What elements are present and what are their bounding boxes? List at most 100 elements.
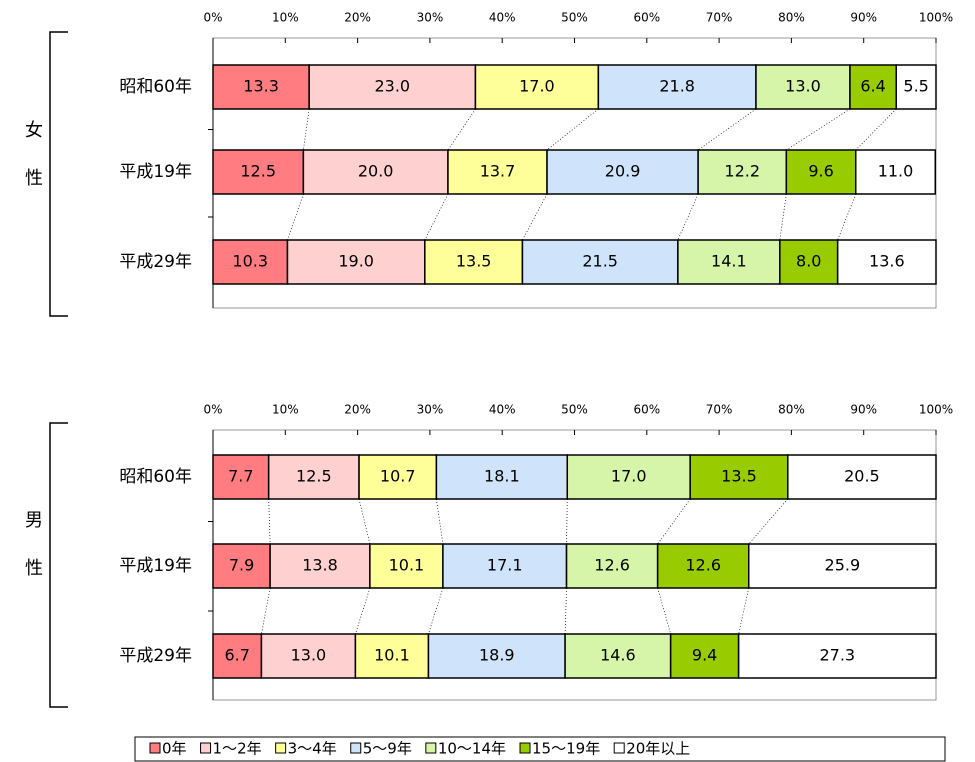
group-bracket bbox=[49, 422, 68, 708]
connector-line bbox=[677, 193, 699, 241]
bar-segment bbox=[260, 633, 357, 679]
bar-segment bbox=[286, 239, 426, 285]
category-label: 平成19年 bbox=[119, 556, 192, 576]
bar-segment bbox=[785, 149, 857, 195]
bar-segment bbox=[212, 454, 270, 500]
x-tick-label: 40% bbox=[489, 403, 516, 417]
connector-line bbox=[355, 587, 371, 635]
x-tick-label: 40% bbox=[489, 11, 516, 25]
connector-line bbox=[447, 108, 476, 151]
x-tick-label: 70% bbox=[706, 403, 733, 417]
value-label: 10.1 bbox=[389, 556, 425, 575]
bar-segment bbox=[669, 633, 740, 679]
connector-line bbox=[779, 193, 787, 241]
value-label: 8.0 bbox=[796, 252, 821, 271]
value-label: 21.5 bbox=[582, 252, 618, 271]
x-tick-label: 0% bbox=[203, 403, 222, 417]
legend-label: 15～19年 bbox=[532, 740, 600, 758]
value-label: 13.7 bbox=[480, 162, 516, 181]
connector-line bbox=[424, 193, 449, 241]
legend-label: 10～14年 bbox=[438, 740, 506, 758]
value-label: 20.0 bbox=[358, 162, 394, 181]
bar-segment bbox=[564, 633, 672, 679]
value-label: 9.4 bbox=[692, 646, 717, 665]
bar-segment bbox=[212, 239, 289, 285]
connector-line bbox=[268, 498, 271, 545]
x-tick-label: 90% bbox=[850, 11, 877, 25]
value-label: 10.1 bbox=[374, 646, 410, 665]
bar-segment bbox=[689, 454, 789, 500]
legend-swatch bbox=[425, 742, 437, 754]
category-label: 平成19年 bbox=[119, 162, 192, 182]
x-tick-label: 10% bbox=[272, 403, 299, 417]
x-tick-label: 80% bbox=[778, 403, 805, 417]
connector-line bbox=[566, 498, 568, 545]
x-tick-label: 100% bbox=[919, 403, 953, 417]
value-label: 13.5 bbox=[456, 252, 492, 271]
bar-segment bbox=[895, 64, 937, 110]
bar-segment bbox=[836, 239, 937, 285]
bar-segment bbox=[737, 633, 937, 679]
bar-segment bbox=[854, 149, 937, 195]
bar-segment bbox=[546, 149, 699, 195]
legend-swatch bbox=[149, 742, 161, 754]
bar-segment bbox=[369, 543, 444, 589]
connector-line bbox=[428, 587, 444, 635]
connector-line bbox=[837, 193, 857, 241]
bar-segment bbox=[656, 543, 750, 589]
value-label: 12.2 bbox=[724, 162, 760, 181]
value-label: 13.0 bbox=[785, 77, 821, 96]
value-label: 25.9 bbox=[825, 556, 861, 575]
x-tick-label: 30% bbox=[417, 403, 444, 417]
legend-swatch bbox=[350, 742, 362, 754]
connector-line bbox=[657, 587, 671, 635]
x-tick-label: 60% bbox=[633, 403, 660, 417]
legend-swatch bbox=[613, 742, 625, 754]
value-label: 12.6 bbox=[685, 556, 721, 575]
value-label: 12.6 bbox=[594, 556, 630, 575]
value-label: 20.9 bbox=[605, 162, 641, 181]
legend-label: 5～9年 bbox=[363, 740, 412, 758]
value-label: 6.7 bbox=[224, 646, 249, 665]
connector-line bbox=[786, 108, 851, 151]
group-label: 女性 bbox=[22, 120, 43, 216]
value-label: 18.9 bbox=[479, 646, 515, 665]
bar-segment bbox=[447, 149, 548, 195]
legend-box bbox=[134, 736, 946, 762]
bar-segment bbox=[358, 454, 438, 500]
bar-segment bbox=[597, 64, 757, 110]
bar-segment bbox=[747, 543, 937, 589]
connector-line bbox=[697, 108, 757, 151]
connector-line bbox=[546, 108, 599, 151]
value-label: 14.1 bbox=[711, 252, 747, 271]
value-label: 12.5 bbox=[240, 162, 276, 181]
category-label: 平成29年 bbox=[119, 646, 192, 666]
bar-segment bbox=[302, 149, 449, 195]
value-label: 13.6 bbox=[869, 252, 905, 271]
bar-segment bbox=[787, 454, 937, 500]
x-tick-label: 90% bbox=[850, 403, 877, 417]
x-tick-label: 80% bbox=[778, 11, 805, 25]
value-label: 23.0 bbox=[374, 77, 410, 96]
connector-line bbox=[522, 193, 548, 241]
legend-swatch bbox=[519, 742, 531, 754]
connector-line bbox=[287, 193, 304, 241]
x-tick-label: 50% bbox=[561, 403, 588, 417]
x-tick-label: 70% bbox=[706, 11, 733, 25]
value-label: 19.0 bbox=[338, 252, 374, 271]
connector-line bbox=[303, 108, 310, 151]
bar-segment bbox=[212, 64, 310, 110]
value-label: 12.5 bbox=[296, 467, 332, 486]
value-label: 13.8 bbox=[302, 556, 338, 575]
value-label: 14.6 bbox=[600, 646, 636, 665]
bar-segment bbox=[565, 543, 659, 589]
legend-label: 1～2年 bbox=[213, 740, 262, 758]
connector-line bbox=[748, 498, 789, 545]
value-label: 13.0 bbox=[291, 646, 327, 665]
value-label: 17.1 bbox=[487, 556, 523, 575]
value-label: 10.3 bbox=[232, 252, 268, 271]
category-label: 昭和60年 bbox=[119, 77, 192, 97]
bar-segment bbox=[212, 543, 271, 589]
value-label: 13.3 bbox=[243, 77, 279, 96]
x-tick-label: 60% bbox=[633, 11, 660, 25]
